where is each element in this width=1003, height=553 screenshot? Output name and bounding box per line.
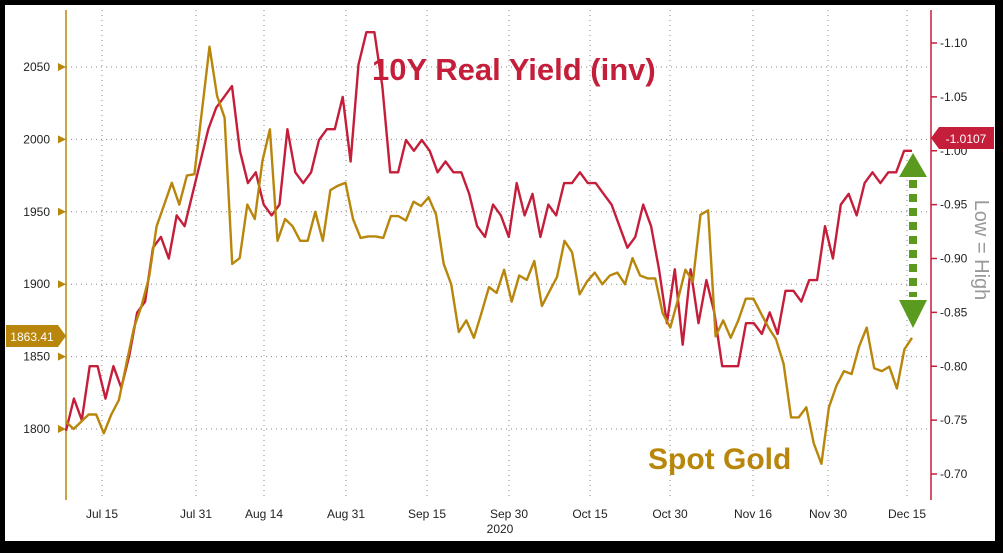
left-tick-marker <box>58 425 66 433</box>
x-tick-label: Sep 30 <box>490 507 528 521</box>
left-tick-label: 2050 <box>23 60 50 74</box>
left-tick-marker <box>58 352 66 361</box>
arrow-down-head <box>899 300 927 328</box>
right-tick-label: -1.05 <box>940 90 968 104</box>
right-tick-label: -0.85 <box>940 305 968 319</box>
right-tick-label: -0.80 <box>940 359 968 373</box>
gold-last-value: 1863.41 <box>10 330 54 344</box>
left-tick-marker <box>58 135 66 144</box>
spot-gold-title: Spot Gold <box>648 443 791 476</box>
low-equals-high-label: Low = High <box>970 200 992 301</box>
right-tick-label: -0.70 <box>940 467 968 481</box>
real-yield-series-line <box>64 31 912 432</box>
left-tick-label: 1800 <box>23 422 50 436</box>
right-tick-label: -0.90 <box>940 252 968 266</box>
x-tick-label: Oct 30 <box>652 507 688 521</box>
x-tick-label: Nov 16 <box>734 507 772 521</box>
x-year-label: 2020 <box>487 522 514 536</box>
x-tick-label: Sep 15 <box>408 507 446 521</box>
right-tick-label: -0.75 <box>940 413 968 427</box>
x-tick-label: Aug 14 <box>245 507 283 521</box>
right-tick-label: -1.10 <box>940 36 968 50</box>
left-tick-label: 2000 <box>23 132 50 146</box>
left-tick-marker <box>58 280 66 289</box>
x-tick-label: Jul 15 <box>86 507 118 521</box>
right-tick-label: -0.95 <box>940 198 968 212</box>
x-tick-label: Dec 15 <box>888 507 926 521</box>
chart-panel <box>3 3 997 543</box>
left-tick-label: 1850 <box>23 350 50 364</box>
gold-last-badge <box>6 325 66 347</box>
left-tick-label: 1950 <box>23 205 50 219</box>
yield-last-value: -1.0107 <box>946 132 987 146</box>
left-tick-marker <box>58 63 66 71</box>
real-yield-title: 10Y Real Yield (inv) <box>372 52 656 87</box>
left-tick-label: 1900 <box>23 277 50 291</box>
arrow-up-head <box>899 153 927 177</box>
x-tick-label: Nov 30 <box>809 507 847 521</box>
x-tick-label: Jul 31 <box>180 507 212 521</box>
yield-last-badge <box>931 127 994 149</box>
x-tick-label: Aug 31 <box>327 507 365 521</box>
spot-gold-series-line <box>65 45 914 465</box>
x-tick-label: Oct 15 <box>572 507 608 521</box>
left-tick-marker <box>58 207 66 216</box>
